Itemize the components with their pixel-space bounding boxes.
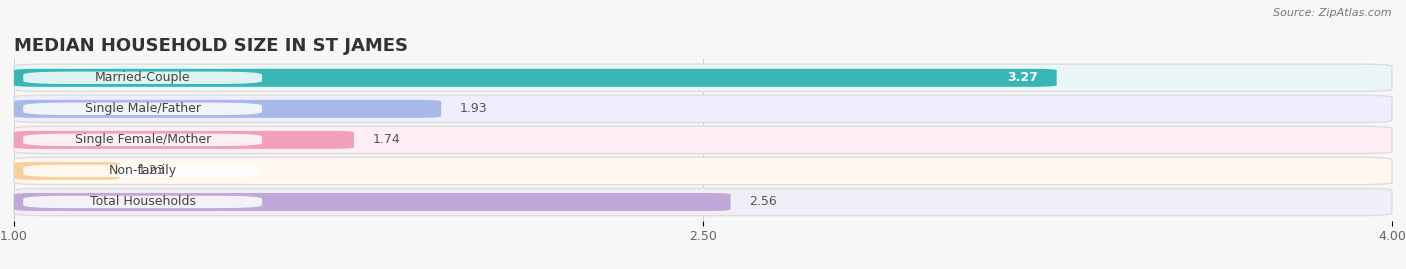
Text: Source: ZipAtlas.com: Source: ZipAtlas.com	[1274, 8, 1392, 18]
Text: Single Female/Mother: Single Female/Mother	[75, 133, 211, 146]
FancyBboxPatch shape	[24, 134, 262, 146]
Text: 1.93: 1.93	[460, 102, 488, 115]
Text: Total Households: Total Households	[90, 196, 195, 208]
FancyBboxPatch shape	[24, 196, 262, 208]
FancyBboxPatch shape	[24, 165, 262, 177]
FancyBboxPatch shape	[14, 69, 1057, 87]
Text: 2.56: 2.56	[749, 196, 776, 208]
FancyBboxPatch shape	[14, 95, 1392, 122]
Text: 3.27: 3.27	[1008, 71, 1038, 84]
FancyBboxPatch shape	[24, 72, 262, 84]
Text: 1.74: 1.74	[373, 133, 401, 146]
FancyBboxPatch shape	[14, 126, 1392, 154]
FancyBboxPatch shape	[14, 100, 441, 118]
FancyBboxPatch shape	[14, 188, 1392, 216]
FancyBboxPatch shape	[24, 103, 262, 115]
Text: Single Male/Father: Single Male/Father	[84, 102, 201, 115]
FancyBboxPatch shape	[14, 193, 731, 211]
Text: 1.23: 1.23	[138, 164, 166, 178]
FancyBboxPatch shape	[14, 131, 354, 149]
FancyBboxPatch shape	[14, 162, 120, 180]
Text: Non-family: Non-family	[108, 164, 177, 178]
Text: MEDIAN HOUSEHOLD SIZE IN ST JAMES: MEDIAN HOUSEHOLD SIZE IN ST JAMES	[14, 37, 408, 55]
FancyBboxPatch shape	[14, 157, 1392, 185]
FancyBboxPatch shape	[14, 64, 1392, 91]
Text: Married-Couple: Married-Couple	[94, 71, 190, 84]
